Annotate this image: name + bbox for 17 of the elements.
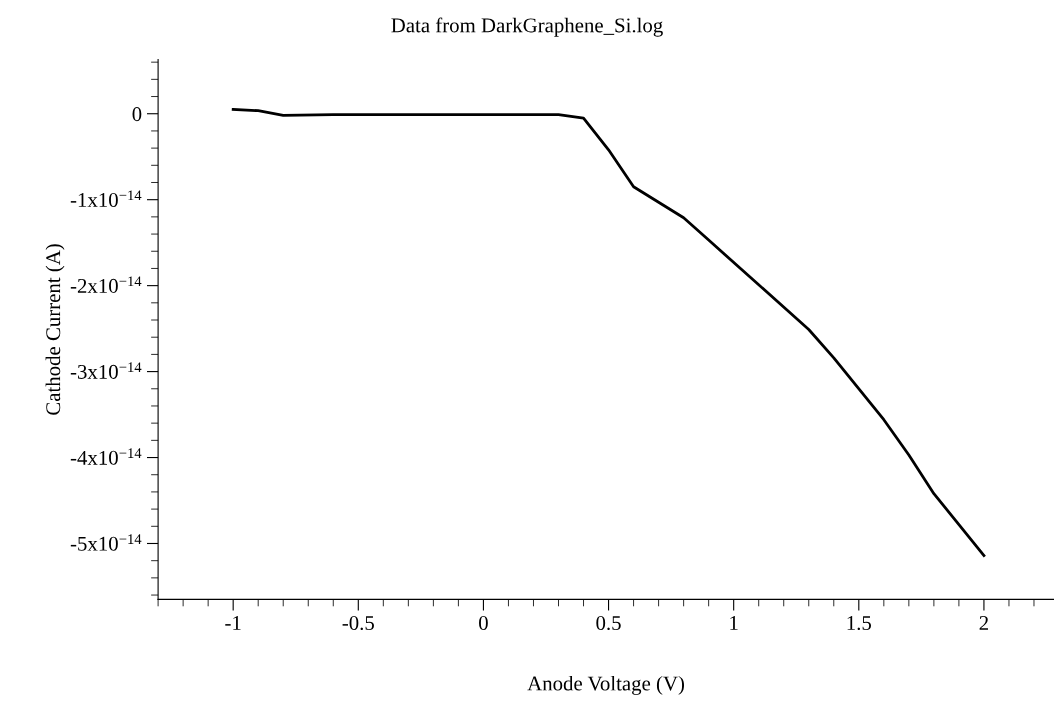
y-axis-title: Cathode Current (A) xyxy=(45,244,65,415)
x-axis-title: Anode Voltage (V) xyxy=(527,675,685,695)
x-tick-label: 0.5 xyxy=(596,615,621,631)
y-tick-label: -5x10$^{−14}$ xyxy=(70,534,142,551)
x-tick-label: 2 xyxy=(979,615,988,630)
x-tick-label: 0 xyxy=(479,615,488,630)
x-tick-label: -0.5 xyxy=(342,615,374,631)
y-tick-label: -2x10$^{−14}$ xyxy=(70,276,142,293)
x-tick-label: 1.5 xyxy=(847,616,872,631)
y-tick-label: 0 xyxy=(132,107,142,122)
line-series xyxy=(231,108,986,557)
x-tick-label: -1 xyxy=(225,616,241,630)
y-tick-label: -4x10$^{−14}$ xyxy=(70,448,142,465)
y-tick-label: -3x10$^{−14}$ xyxy=(70,362,142,379)
chart-title: Data from DarkGraphene_Si.log xyxy=(391,17,663,37)
y-tick-label: -1x10$^{−14}$ xyxy=(70,190,142,207)
x-tick-label: 1 xyxy=(730,616,738,630)
